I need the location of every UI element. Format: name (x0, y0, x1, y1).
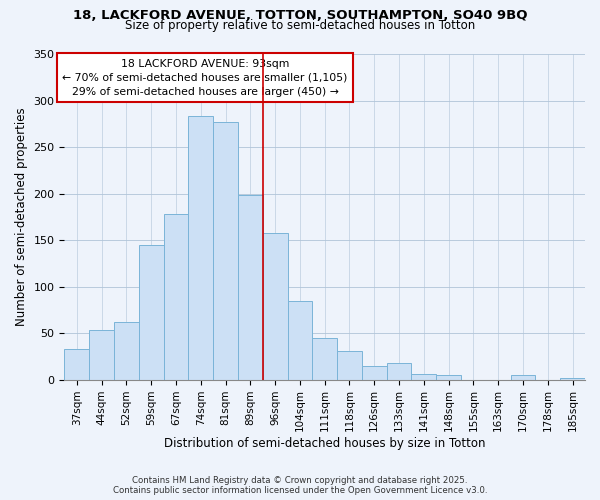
Bar (560, 378, 585, 380)
Bar (362, 366, 386, 380)
Bar (89, 330, 114, 380)
Bar (238, 196, 263, 380)
Y-axis label: Number of semi-detached properties: Number of semi-detached properties (15, 108, 28, 326)
Text: 18 LACKFORD AVENUE: 93sqm
← 70% of semi-detached houses are smaller (1,105)
29% : 18 LACKFORD AVENUE: 93sqm ← 70% of semi-… (62, 59, 347, 97)
Bar (337, 351, 362, 380)
Bar (164, 214, 188, 380)
Bar (263, 232, 287, 380)
Bar (511, 375, 535, 380)
Bar (188, 116, 213, 380)
Bar (436, 375, 461, 380)
Bar (287, 302, 313, 380)
Bar (386, 363, 412, 380)
X-axis label: Distribution of semi-detached houses by size in Totton: Distribution of semi-detached houses by … (164, 437, 485, 450)
Bar (64, 349, 89, 380)
Text: 18, LACKFORD AVENUE, TOTTON, SOUTHAMPTON, SO40 9BQ: 18, LACKFORD AVENUE, TOTTON, SOUTHAMPTON… (73, 9, 527, 22)
Bar (139, 244, 164, 380)
Text: Size of property relative to semi-detached houses in Totton: Size of property relative to semi-detach… (125, 19, 475, 32)
Bar (213, 122, 238, 380)
Text: Contains HM Land Registry data © Crown copyright and database right 2025.
Contai: Contains HM Land Registry data © Crown c… (113, 476, 487, 495)
Bar (313, 338, 337, 380)
Bar (412, 374, 436, 380)
Bar (114, 322, 139, 380)
